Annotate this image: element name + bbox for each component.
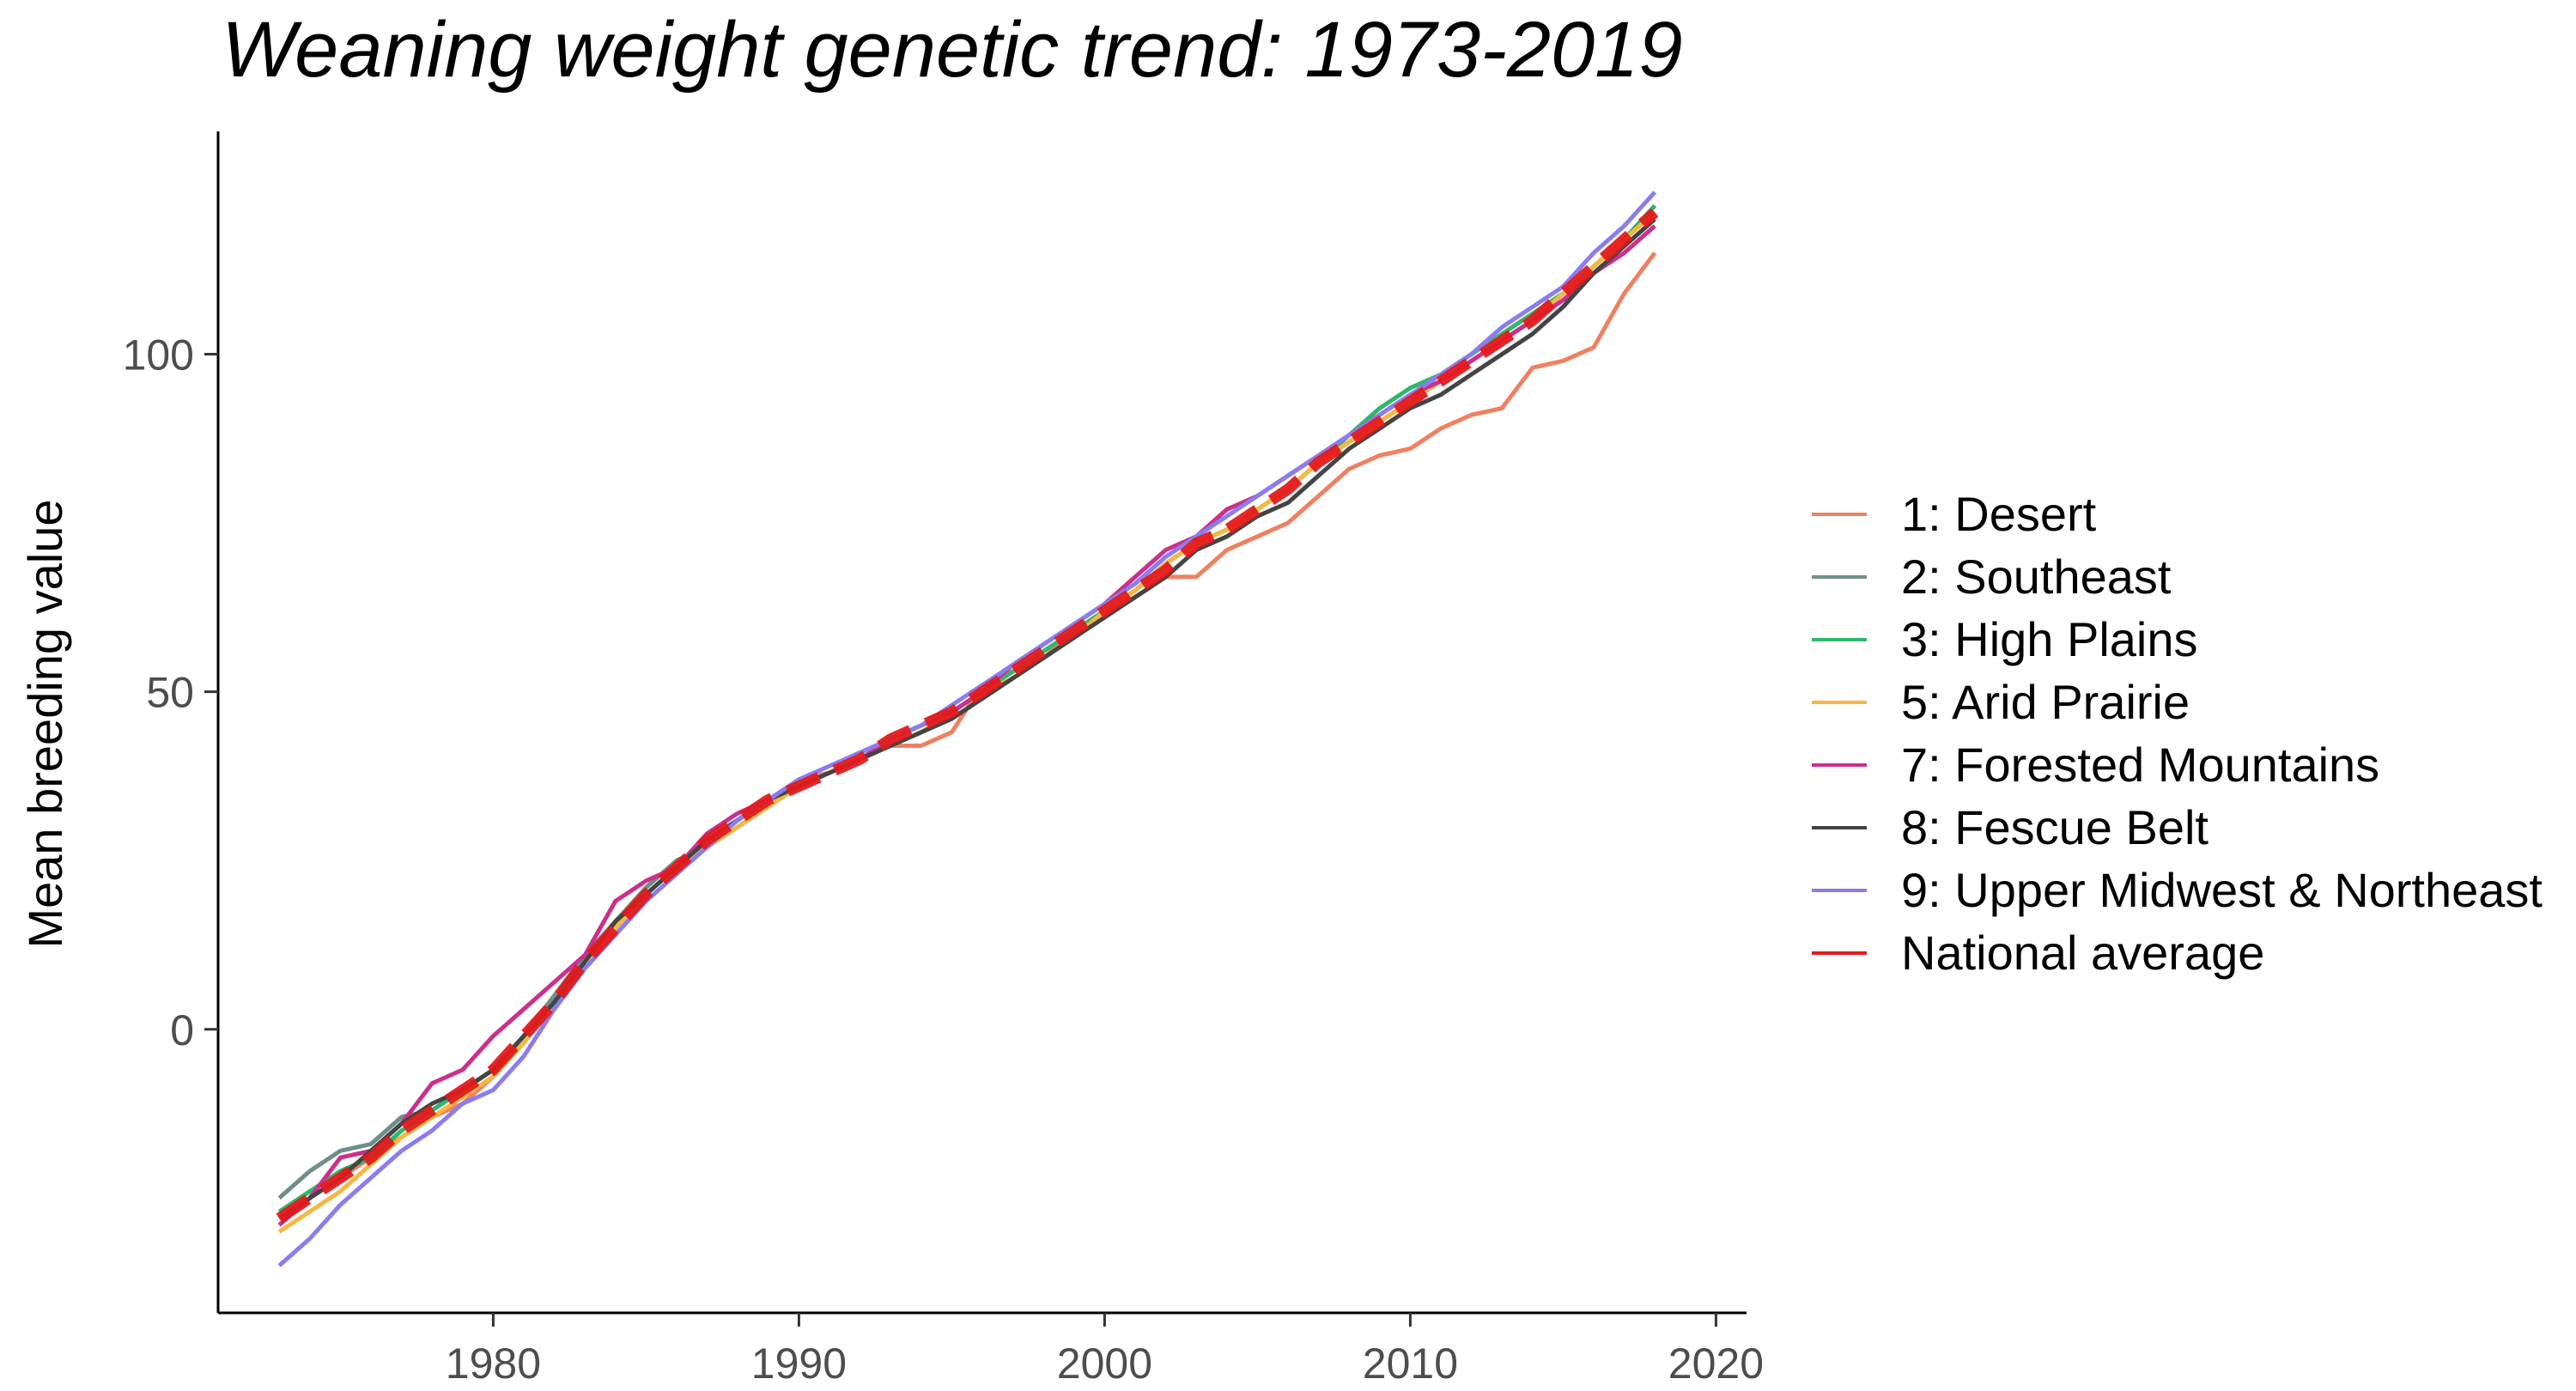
legend-item: 8: Fescue Belt <box>1812 796 2543 859</box>
legend-item: 5: Arid Prairie <box>1812 671 2543 733</box>
series-line-4 <box>277 210 1656 1234</box>
legend-label: 8: Fescue Belt <box>1901 800 2208 854</box>
x-tick-label: 2000 <box>1057 1339 1152 1388</box>
x-tick-label: 1990 <box>751 1339 847 1388</box>
legend-item: 1: Desert <box>1812 483 2543 545</box>
y-tick-label: 50 <box>146 669 194 717</box>
legend-label: 2: Southeast <box>1901 550 2172 604</box>
legend-label: 1: Desert <box>1901 487 2097 541</box>
axes <box>216 131 1747 1315</box>
legend-item: 7: Forested Mountains <box>1812 733 2543 796</box>
x-ticks: 1980 1990 2000 2010 2020 <box>446 1313 1764 1388</box>
legend-label: 7: Forested Mountains <box>1901 738 2380 792</box>
legend-key <box>1812 825 1867 829</box>
series-line-5 <box>277 224 1656 1227</box>
chart-title: Weaning weight genetic trend: 1973-2019 <box>222 6 1683 94</box>
y-axis-label: Mean breeding value <box>18 499 72 948</box>
legend-label: National average <box>1901 926 2265 980</box>
series-line-8 <box>276 208 1659 1224</box>
legend-label: 3: High Plains <box>1901 612 2198 666</box>
legend-label: 9: Upper Midwest & Northeast <box>1901 863 2543 917</box>
x-tick-label: 1980 <box>446 1339 541 1388</box>
legend-item: National average <box>1812 921 2543 984</box>
legend-key <box>1812 512 1867 516</box>
y-tick-label: 0 <box>170 1006 194 1054</box>
legend-key <box>1812 700 1867 704</box>
legend-key <box>1812 762 1867 767</box>
legend-key <box>1812 574 1867 579</box>
y-tick-label: 100 <box>123 331 194 379</box>
x-tick-label: 2020 <box>1668 1339 1764 1388</box>
series-line-7 <box>277 191 1657 1267</box>
legend-key <box>1812 888 1867 892</box>
legend-label: 5: Arid Prairie <box>1901 675 2190 729</box>
series-lines <box>276 191 1659 1267</box>
y-ticks: 0 50 100 <box>123 331 218 1054</box>
legend-item: 2: Southeast <box>1812 545 2543 608</box>
legend-item: 3: High Plains <box>1812 608 2543 671</box>
legend-item: 9: Upper Midwest & Northeast <box>1812 859 2543 921</box>
legend-key <box>1812 637 1867 641</box>
x-tick-label: 2010 <box>1363 1339 1458 1388</box>
legend: 1: Desert 2: Southeast 3: High Plains 5: Ar… <box>1812 483 2543 984</box>
legend-key <box>1812 951 1867 955</box>
